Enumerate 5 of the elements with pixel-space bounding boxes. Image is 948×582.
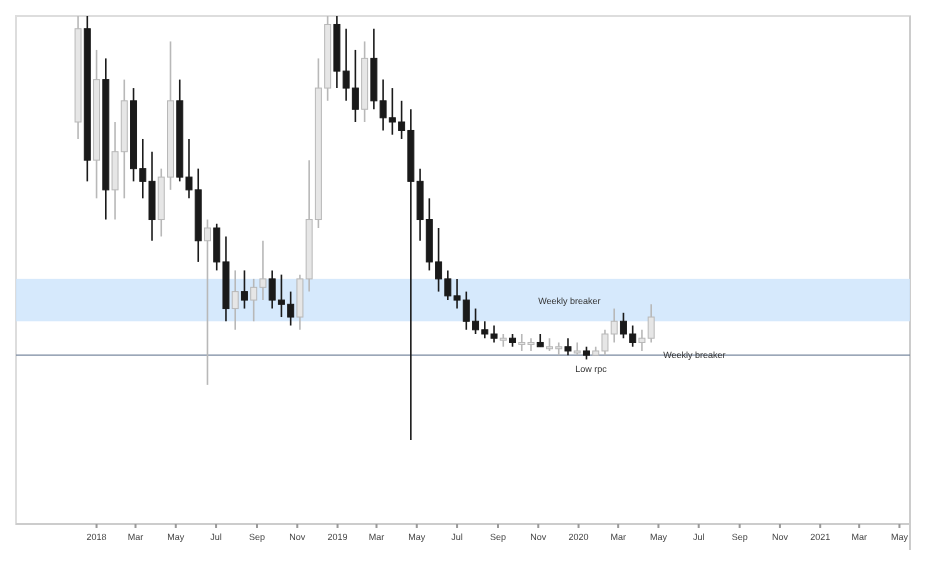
candlestick bbox=[573, 341, 581, 356]
candlestick bbox=[231, 269, 239, 331]
candlestick bbox=[203, 218, 211, 386]
candlestick bbox=[240, 269, 248, 310]
candlestick bbox=[499, 333, 507, 348]
